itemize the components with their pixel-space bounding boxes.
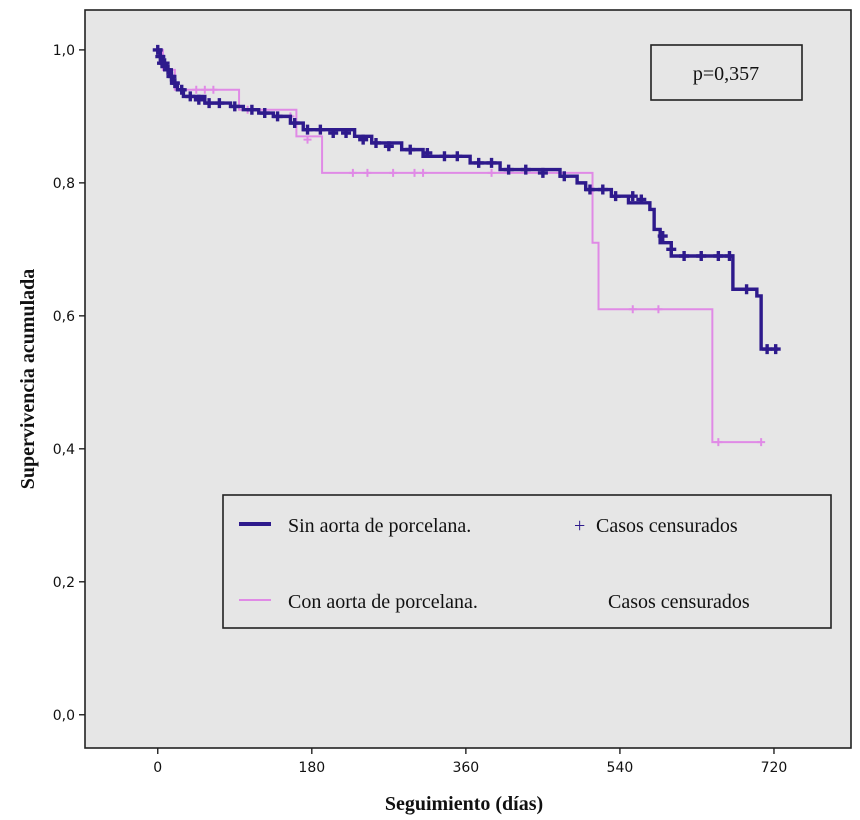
legend-censor-label-sin: Casos censurados <box>596 515 738 537</box>
series-0-censor-mark <box>666 244 677 255</box>
series-0-censor-mark <box>713 251 724 261</box>
series-0-censor-mark <box>246 104 257 115</box>
series-0-censor-mark <box>405 144 416 155</box>
y-tick-label: 0,2 <box>53 575 75 591</box>
series-0-censor-mark <box>762 344 773 355</box>
series-0-censor-mark <box>724 251 735 261</box>
series-0-censor-mark <box>383 141 394 152</box>
series-0-censor-mark <box>520 164 531 175</box>
series-1-censor-mark <box>200 85 209 94</box>
series-0-censor-mark <box>636 194 647 205</box>
series-0-censor-mark <box>169 78 180 89</box>
series-0-censor-mark <box>503 164 514 175</box>
series-0-censor-mark <box>358 134 369 145</box>
series-0-censor-mark <box>741 284 752 295</box>
legend-censor-label-con: Casos censurados <box>608 591 750 613</box>
series-0-censor-mark <box>315 124 326 135</box>
y-tick-label: 0,4 <box>53 442 75 458</box>
series-1-censor-mark <box>714 438 723 447</box>
series-0-censor-mark <box>422 147 433 158</box>
x-axis: 0 180 360 540 720 <box>153 748 787 776</box>
p-value-frame <box>650 44 803 101</box>
series-1-censor-mark <box>757 438 766 447</box>
series-0-censor-mark <box>302 124 313 135</box>
series-1-censor-mark <box>410 168 419 177</box>
series-1-censor-mark <box>628 305 637 314</box>
legend-censor-symbol-sin: + <box>574 515 585 537</box>
series-0-censor-mark <box>657 231 668 242</box>
series-layer <box>152 44 781 447</box>
series-0-censor-mark <box>486 157 497 168</box>
y-tick-label: 0,8 <box>53 176 75 192</box>
y-axis-label: Supervivencia acumulada <box>17 269 39 490</box>
series-0-censor-mark <box>229 101 240 112</box>
series-0-censor-mark <box>439 151 450 162</box>
series-1-censor-mark <box>654 305 663 314</box>
series-0-censor-mark <box>259 108 270 119</box>
series-0-censor-mark <box>341 128 352 138</box>
series-1-censor-mark <box>303 135 312 144</box>
series-0-censor-mark <box>289 118 300 129</box>
series-0-censor-mark <box>597 184 608 195</box>
y-tick-label: 0,6 <box>53 309 75 325</box>
series-0-censor-mark <box>204 98 215 109</box>
series-0-censor-mark <box>193 94 204 105</box>
y-axis: 0,0 0,2 0,4 0,6 0,8 1,0 <box>53 43 85 724</box>
series-0-censor-mark <box>627 191 638 202</box>
series-0-censor-mark <box>584 184 595 195</box>
series-0-censor-mark <box>166 71 177 82</box>
x-tick-label: 540 <box>607 760 634 776</box>
series-0-censor-mark <box>473 157 484 168</box>
y-tick-label: 0,0 <box>53 708 75 724</box>
series-0 <box>152 44 781 355</box>
legend-frame <box>222 494 832 629</box>
series-0-censor-mark <box>185 91 196 102</box>
series-0-censor-mark <box>152 44 163 55</box>
p-value-label: p=0,357 <box>693 63 759 85</box>
series-0-censor-mark <box>559 171 570 182</box>
series-0-censor-mark <box>370 137 381 148</box>
series-0-censor-mark <box>696 251 707 261</box>
series-1-censor-mark <box>192 85 201 94</box>
plot-background <box>84 9 852 749</box>
series-1-censor-mark <box>487 168 496 177</box>
series-0-censor-mark <box>679 251 690 261</box>
series-0-censor-mark <box>176 84 187 95</box>
series-0-censor-mark <box>159 58 170 69</box>
series-0-censor-mark <box>272 111 283 122</box>
series-1-censor-mark <box>389 168 398 177</box>
series-0-censor-mark <box>452 151 463 162</box>
x-tick-label: 720 <box>761 760 788 776</box>
series-1-censor-mark <box>363 168 372 177</box>
legend: Sin aorta de porcelana. + Casos censurad… <box>222 494 832 629</box>
x-axis-label: Seguimiento (días) <box>385 793 543 815</box>
series-1-censor-mark <box>348 168 357 177</box>
legend-label-sin: Sin aorta de porcelana. <box>288 515 471 537</box>
x-tick-label: 180 <box>298 760 325 776</box>
legend-label-con: Con aorta de porcelana. <box>288 591 478 613</box>
series-1-censor-mark <box>419 168 428 177</box>
series-0-censor-mark <box>328 128 339 138</box>
p-value-box: p=0,357 <box>650 44 803 101</box>
series-0-censor-mark <box>163 64 174 75</box>
series-0-censor-mark <box>537 167 548 178</box>
x-tick-label: 0 <box>153 760 162 776</box>
series-0-censor-mark <box>770 344 781 355</box>
y-tick-label: 1,0 <box>53 43 75 59</box>
series-0-censor-mark <box>610 191 621 202</box>
x-tick-label: 360 <box>452 760 479 776</box>
series-1-censor-mark <box>209 85 218 94</box>
series-0-censor-mark <box>214 98 225 109</box>
series-0-censor-mark <box>155 51 166 62</box>
